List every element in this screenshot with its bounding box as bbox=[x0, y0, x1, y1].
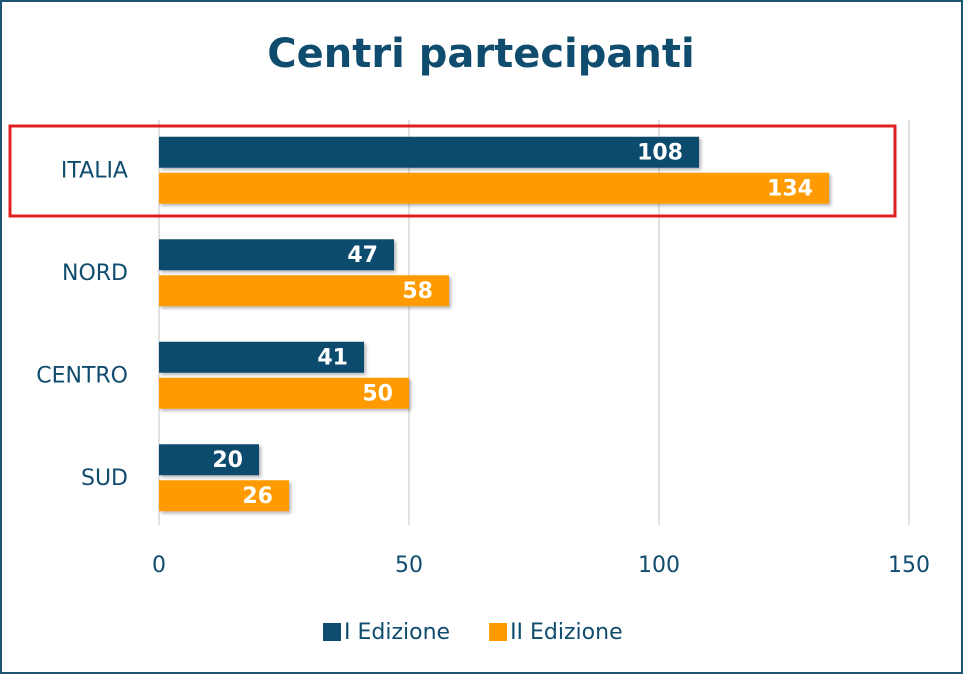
value-label: 108 bbox=[637, 140, 683, 165]
bar bbox=[159, 444, 259, 476]
legend-swatch bbox=[489, 623, 508, 641]
highlight-box bbox=[8, 124, 897, 218]
bar bbox=[159, 377, 409, 409]
x-tick-label: 150 bbox=[888, 553, 930, 578]
value-label: 134 bbox=[767, 176, 813, 201]
chart-title: Centri partecipanti bbox=[267, 31, 694, 77]
bar bbox=[159, 480, 289, 512]
value-label: 20 bbox=[212, 448, 243, 473]
legend-label: I Edizione bbox=[344, 620, 450, 645]
y-tick-label: NORD bbox=[62, 261, 128, 286]
legend-label: II Edizione bbox=[510, 620, 623, 645]
x-tick-label: 0 bbox=[152, 553, 166, 578]
value-label: 26 bbox=[242, 484, 273, 509]
x-tick-label: 100 bbox=[638, 553, 680, 578]
value-label: 41 bbox=[317, 345, 348, 370]
bar bbox=[159, 239, 394, 271]
value-label: 50 bbox=[362, 381, 393, 406]
y-tick-label: ITALIA bbox=[61, 158, 128, 183]
bar bbox=[159, 172, 829, 204]
y-tick-label: CENTRO bbox=[36, 363, 128, 388]
value-label: 58 bbox=[402, 279, 433, 304]
bars: ITALIA 108 134 NORD 47 58 CENTRO 41 50 SUD 20 26 bbox=[36, 136, 829, 512]
y-tick-label: SUD bbox=[81, 466, 128, 491]
grid: 0 50 100 150 bbox=[152, 120, 930, 578]
bar bbox=[159, 136, 699, 168]
bar bbox=[159, 275, 449, 307]
bar bbox=[159, 341, 364, 373]
legend: I Edizione II Edizione bbox=[323, 620, 623, 645]
x-tick-label: 50 bbox=[395, 553, 423, 578]
legend-swatch bbox=[323, 623, 341, 641]
value-label: 47 bbox=[347, 243, 378, 268]
